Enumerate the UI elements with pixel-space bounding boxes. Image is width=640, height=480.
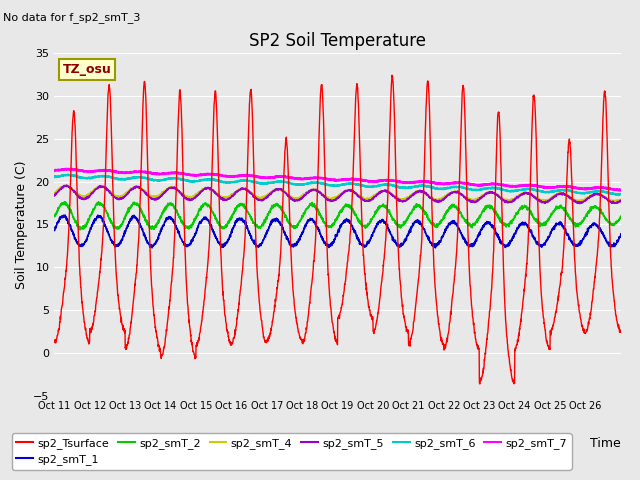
Text: No data for f_sp2_smT_3: No data for f_sp2_smT_3 bbox=[3, 12, 141, 23]
Y-axis label: Soil Temperature (C): Soil Temperature (C) bbox=[15, 160, 28, 288]
Legend: sp2_Tsurface, sp2_smT_1, sp2_smT_2, sp2_smT_4, sp2_smT_5, sp2_smT_6, sp2_smT_7: sp2_Tsurface, sp2_smT_1, sp2_smT_2, sp2_… bbox=[12, 433, 572, 469]
Text: Time: Time bbox=[590, 437, 621, 450]
Text: TZ_osu: TZ_osu bbox=[63, 63, 111, 76]
Title: SP2 Soil Temperature: SP2 Soil Temperature bbox=[249, 32, 426, 50]
